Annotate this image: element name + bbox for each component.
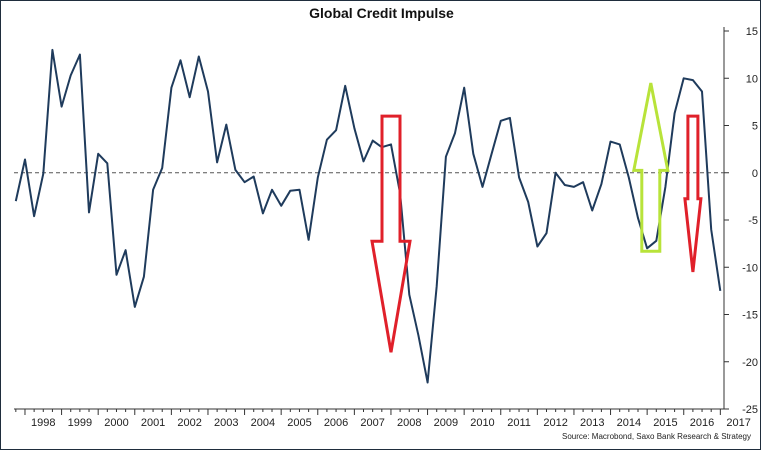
y-tick-label: -5: [748, 215, 758, 227]
arrow-down-annotation: [683, 114, 703, 273]
y-tick-label: 5: [752, 121, 758, 133]
x-tick-label: 1998: [31, 417, 55, 429]
y-tick-label: -25: [742, 404, 758, 416]
x-tick-label: 2000: [104, 417, 128, 429]
x-tick-label: 2002: [177, 417, 201, 429]
y-tick-label: 0: [752, 168, 758, 180]
x-tick-label: 2010: [470, 417, 494, 429]
x-tick-label: 2007: [360, 417, 384, 429]
x-tick-label: 2012: [543, 417, 567, 429]
x-tick-label: 2003: [214, 417, 238, 429]
x-tick-label: 2006: [324, 417, 348, 429]
x-tick-label: 2004: [251, 417, 275, 429]
y-tick-label: 15: [746, 26, 758, 38]
x-tick-label: 2016: [690, 417, 714, 429]
x-tick-label: 2009: [434, 417, 458, 429]
x-tick-label: 2011: [507, 417, 531, 429]
x-tick-label: 2005: [287, 417, 311, 429]
y-tick-label: -15: [742, 310, 758, 322]
chart-title: Global Credit Impulse: [309, 5, 454, 21]
arrow-down-annotation: [370, 114, 412, 353]
x-tick-label: 2017: [726, 417, 750, 429]
y-tick-label: -10: [742, 262, 758, 274]
plot-area: [14, 48, 724, 384]
series-line: [14, 48, 722, 384]
x-tick-label: 2008: [397, 417, 421, 429]
x-tick-label: 2013: [580, 417, 604, 429]
arrow-up-annotation: [631, 82, 670, 253]
source-note: Source: Macrobond, Saxo Bank Research & …: [562, 432, 751, 441]
x-tick-label: 2014: [617, 417, 641, 429]
x-tick-label: 2001: [141, 417, 165, 429]
y-tick-label: -20: [742, 357, 758, 369]
x-tick-label: 1999: [68, 417, 92, 429]
axes: 15 10 5 0 -5 -10 -15 -20 -25 1998 1999 2000 2001 2002…: [14, 26, 758, 429]
x-tick-label: 2015: [653, 417, 677, 429]
y-tick-label: 10: [746, 73, 758, 85]
